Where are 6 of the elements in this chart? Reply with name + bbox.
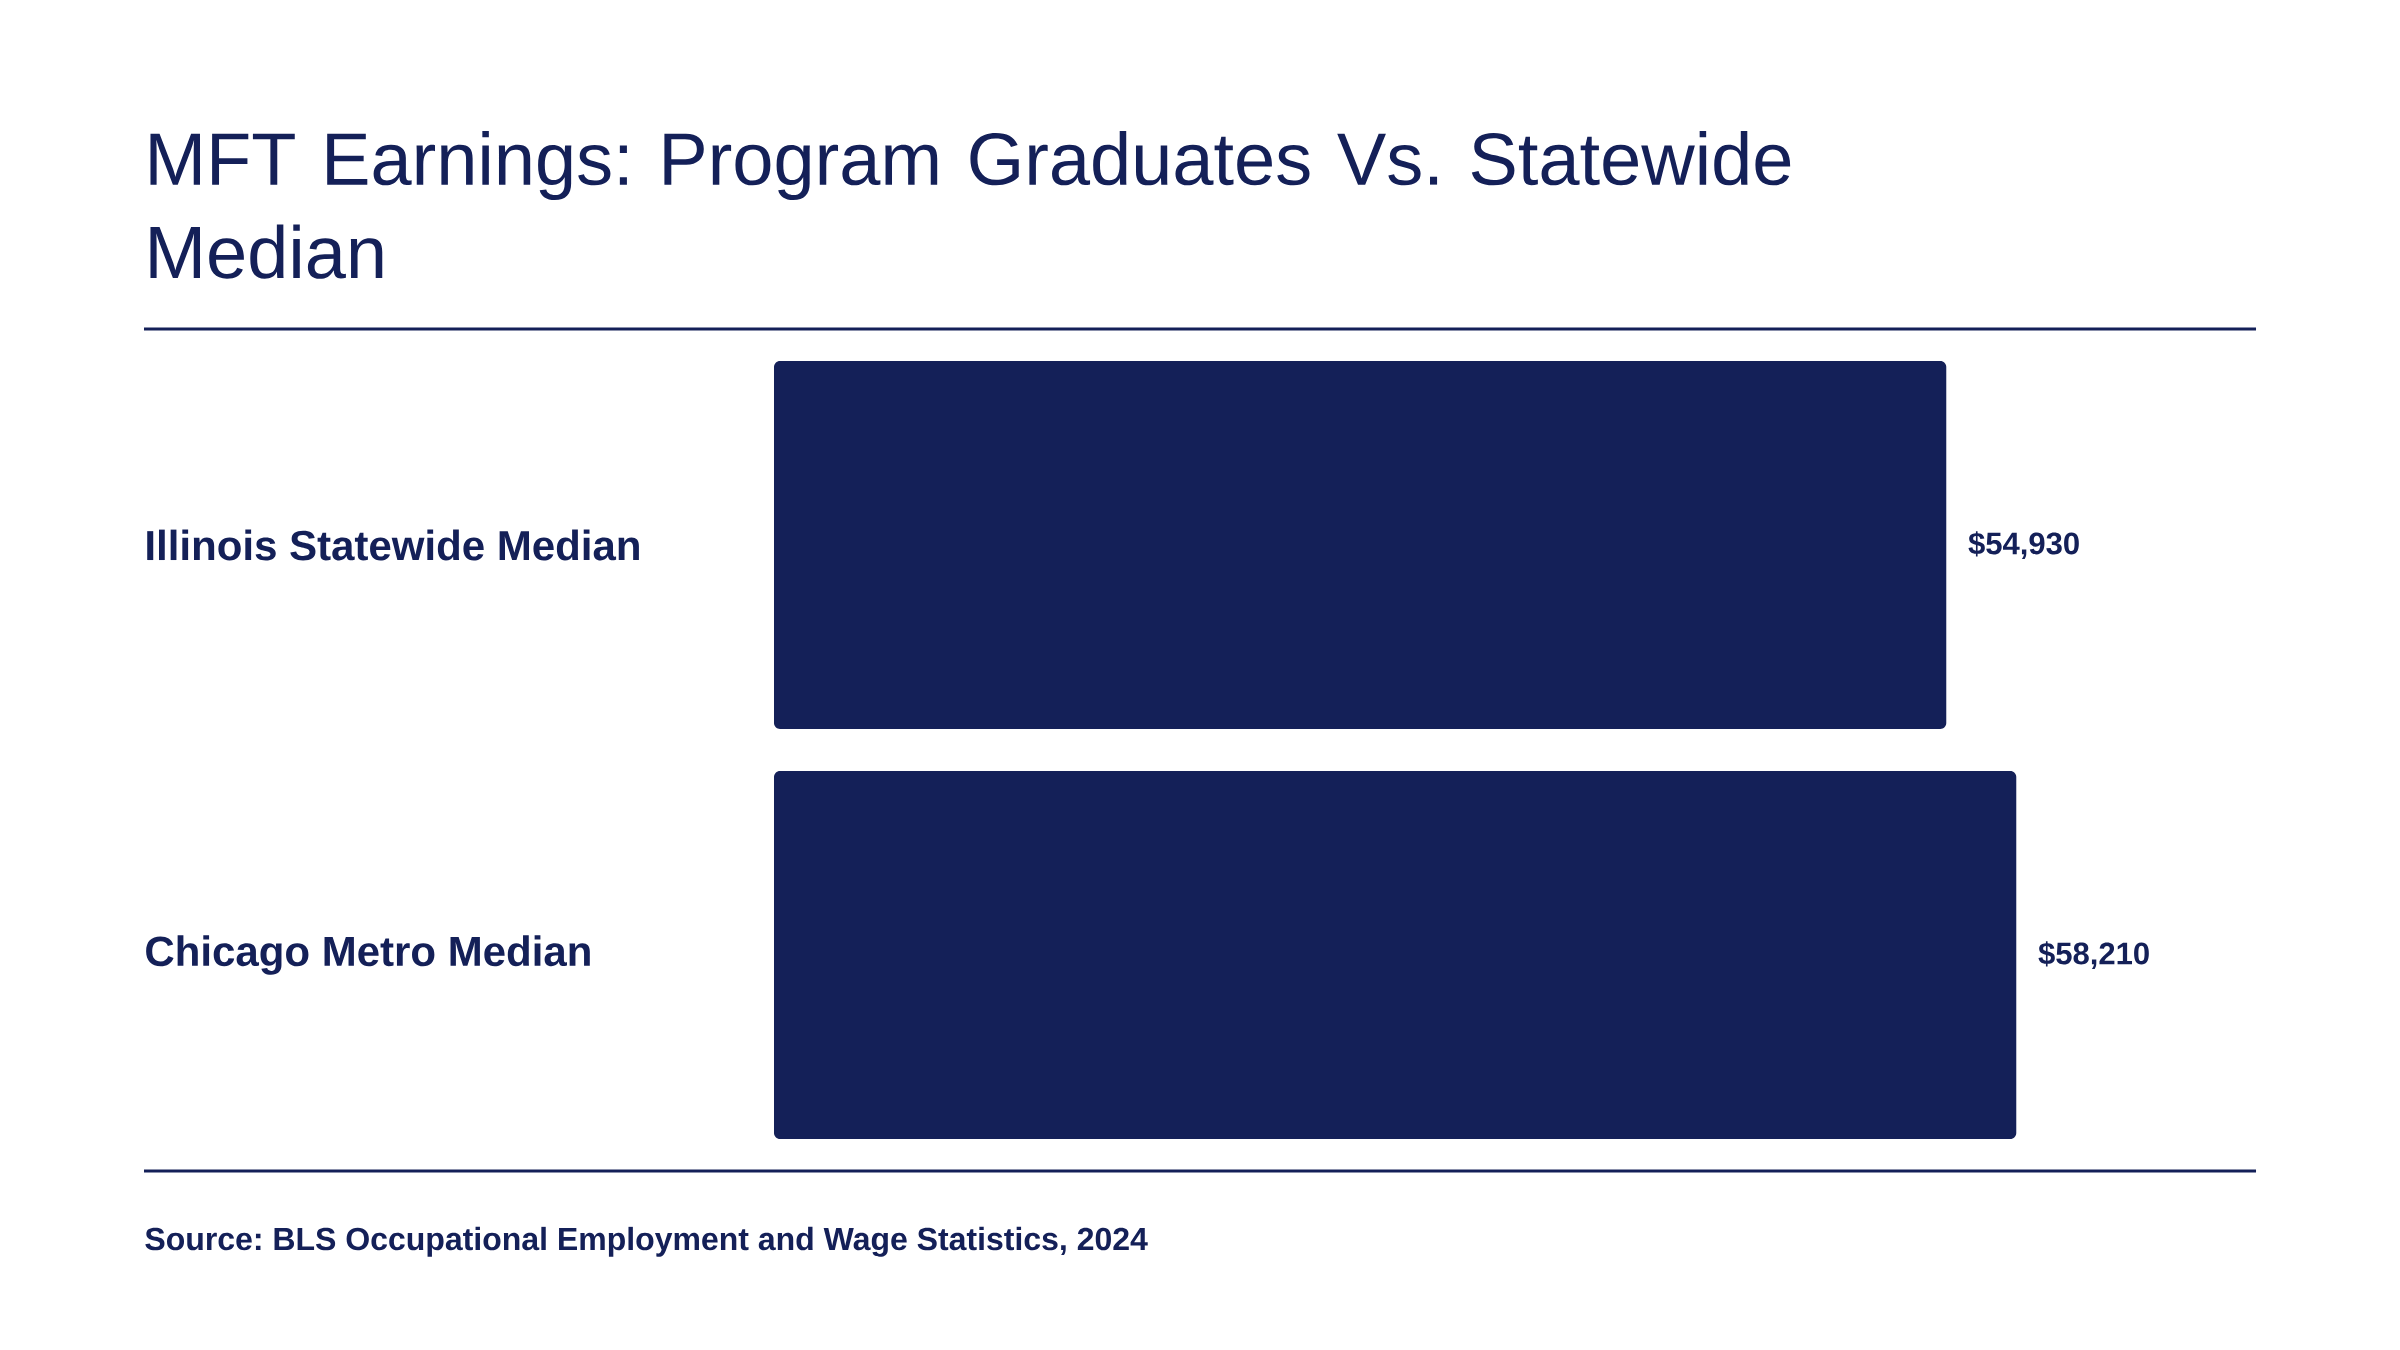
data-label: $54,930 [1968, 531, 2079, 559]
y-tick-label: Chicago Metro Median [146, 935, 590, 975]
y-tick-label: Illinois Statewide Median [147, 529, 639, 561]
source-note: Source: BLS Occupational Employment and Wage Statistics, 2024 [145, 1226, 1148, 1257]
chart-title: MFT Earnings: Program Graduates Vs. Statewide Median [150, 131, 1791, 279]
data-label: $58,210 [2038, 941, 2149, 969]
